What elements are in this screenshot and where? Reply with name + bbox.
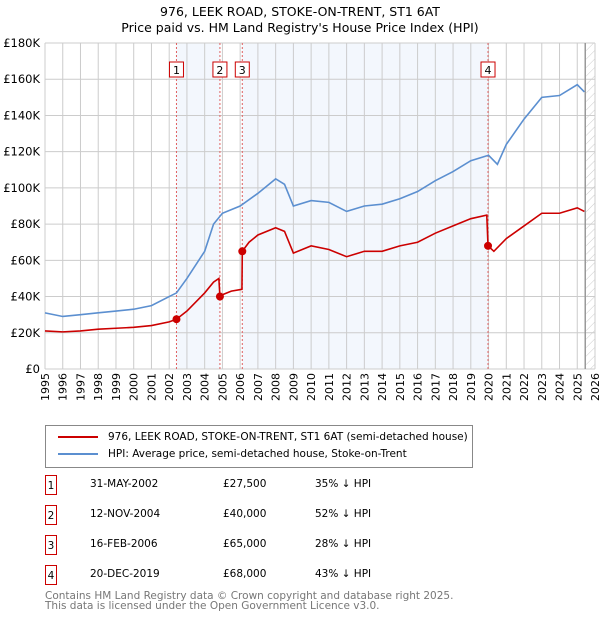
legend-label: HPI: Average price, semi-detached house,… <box>108 448 407 460</box>
y-tick-label: £140K <box>3 108 40 122</box>
sale-row: 3 16-FEB-2006 £65,000 28% ↓ HPI <box>45 535 445 555</box>
chart-title: 976, LEEK ROAD, STOKE-ON-TRENT, ST1 6AT <box>160 4 440 19</box>
y-tick-label: £100K <box>3 181 40 195</box>
x-tick-label: 2016 <box>412 373 425 401</box>
sale-price: £65,000 <box>223 538 267 550</box>
x-tick-label: 1997 <box>74 373 87 401</box>
x-tick-label: 2025 <box>571 373 584 401</box>
sale-point <box>238 247 247 256</box>
x-tick-label: 2006 <box>234 373 247 401</box>
sale-marker-label: 2 <box>216 64 223 77</box>
legend-label: 976, LEEK ROAD, STOKE-ON-TRENT, ST1 6AT … <box>108 431 468 443</box>
y-tick-label: £160K <box>3 72 40 86</box>
sale-point <box>215 292 224 301</box>
x-tick-label: 2011 <box>323 373 336 401</box>
x-tick-label: 2023 <box>536 373 549 401</box>
sale-marker-label: 1 <box>173 64 180 77</box>
x-tick-label: 2015 <box>394 373 407 401</box>
x-tick-label: 2012 <box>341 373 354 401</box>
sale-date: 20-DEC-2019 <box>90 568 160 580</box>
x-tick-label: 2004 <box>199 373 212 401</box>
sale-price: £68,000 <box>223 568 267 580</box>
sale-date: 31-MAY-2002 <box>90 478 159 490</box>
sale-marker-box <box>168 61 184 78</box>
x-tick-label: 1996 <box>57 373 70 401</box>
sale-date: 16-FEB-2006 <box>90 538 158 550</box>
x-tick-label: 1995 <box>39 373 52 401</box>
x-tick-label: 2024 <box>554 373 567 401</box>
x-tick-label: 2002 <box>163 373 176 401</box>
sale-number: 3 <box>45 535 57 555</box>
x-tick-label: 2013 <box>358 373 371 401</box>
sale-price: £27,500 <box>223 478 267 490</box>
x-tick-label: 2003 <box>181 373 194 401</box>
legend: 976, LEEK ROAD, STOKE-ON-TRENT, ST1 6AT … <box>45 425 473 468</box>
sale-row: 1 31-MAY-2002 £27,500 35% ↓ HPI <box>45 475 445 495</box>
x-tick-label: 2008 <box>270 373 283 401</box>
y-tick-label: £20K <box>11 326 41 340</box>
hpi-line <box>44 83 585 318</box>
x-tick-label: 2010 <box>305 373 318 401</box>
sale-marker-box <box>234 61 250 78</box>
x-tick-label: 2005 <box>216 373 229 401</box>
sale-marker-box <box>480 61 496 78</box>
x-tick-label: 2007 <box>252 373 265 401</box>
y-tick-label: £180K <box>3 36 40 50</box>
shaded-period <box>176 43 220 369</box>
legend-swatch <box>58 436 98 438</box>
sale-hpi-diff: 35% ↓ HPI <box>315 478 372 490</box>
x-tick-label: 2020 <box>483 373 496 401</box>
x-tick-label: 2001 <box>145 373 158 401</box>
future-hatch <box>586 43 595 369</box>
x-tick-label: 2009 <box>287 373 300 401</box>
x-tick-label: 2022 <box>518 373 531 401</box>
x-tick-label: 2000 <box>128 373 141 401</box>
sale-number: 1 <box>45 475 57 495</box>
sale-row: 2 12-NOV-2004 £40,000 52% ↓ HPI <box>45 505 445 525</box>
x-tick-label: 2021 <box>500 373 513 401</box>
x-tick-label: 1999 <box>110 373 123 401</box>
legend-item-hpi: HPI: Average price, semi-detached house,… <box>58 448 407 460</box>
y-tick-label: £120K <box>3 145 40 159</box>
y-tick-label: £80K <box>11 217 41 231</box>
x-tick-label: 2019 <box>465 373 478 401</box>
legend-item-price: 976, LEEK ROAD, STOKE-ON-TRENT, ST1 6AT … <box>58 431 468 443</box>
sale-marker-box <box>212 61 228 78</box>
sale-point <box>172 315 181 324</box>
sale-number: 2 <box>45 505 57 525</box>
x-tick-label: 2014 <box>376 373 389 401</box>
sale-number: 4 <box>45 565 57 585</box>
sale-price: £40,000 <box>223 508 267 520</box>
sale-hpi-diff: 52% ↓ HPI <box>315 508 372 520</box>
sale-date: 12-NOV-2004 <box>90 508 161 520</box>
sale-marker-label: 4 <box>485 64 492 77</box>
x-tick-label: 2017 <box>429 373 442 401</box>
sale-row: 4 20-DEC-2019 £68,000 43% ↓ HPI <box>45 565 445 585</box>
sale-point <box>484 241 493 250</box>
x-tick-label: 2018 <box>447 373 460 401</box>
y-tick-label: £40K <box>11 290 41 304</box>
chart-subtitle: Price paid vs. HM Land Registry's House … <box>121 20 479 35</box>
footer-line-1: Contains HM Land Registry data © Crown c… <box>45 590 454 602</box>
footer-line-2: This data is licensed under the Open Gov… <box>45 600 380 612</box>
chart: 1995 1996 1997 1998 1999 2000 2001 2002 2003 2004… <box>3 36 600 401</box>
x-tick-label: 1998 <box>92 373 105 401</box>
y-tick-label: £0 <box>25 362 40 376</box>
x-tick-label: 2026 <box>589 373 600 401</box>
y-tick-label: £60K <box>11 253 41 267</box>
sale-hpi-diff: 28% ↓ HPI <box>315 538 372 550</box>
legend-swatch <box>58 453 98 455</box>
sale-marker-label: 3 <box>239 64 246 77</box>
sale-hpi-diff: 43% ↓ HPI <box>315 568 372 580</box>
